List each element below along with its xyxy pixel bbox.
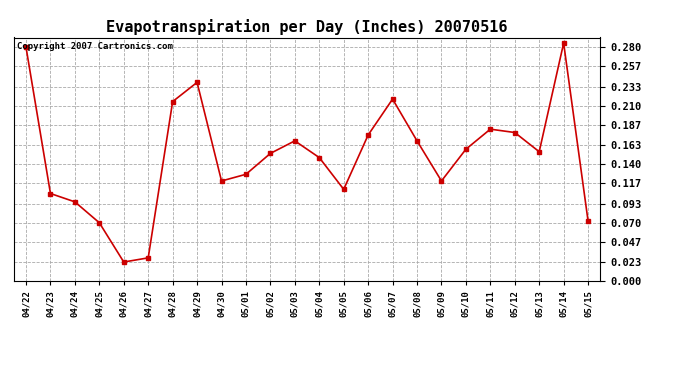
Title: Evapotranspiration per Day (Inches) 20070516: Evapotranspiration per Day (Inches) 2007… bbox=[106, 19, 508, 35]
Text: Copyright 2007 Cartronics.com: Copyright 2007 Cartronics.com bbox=[17, 42, 172, 51]
